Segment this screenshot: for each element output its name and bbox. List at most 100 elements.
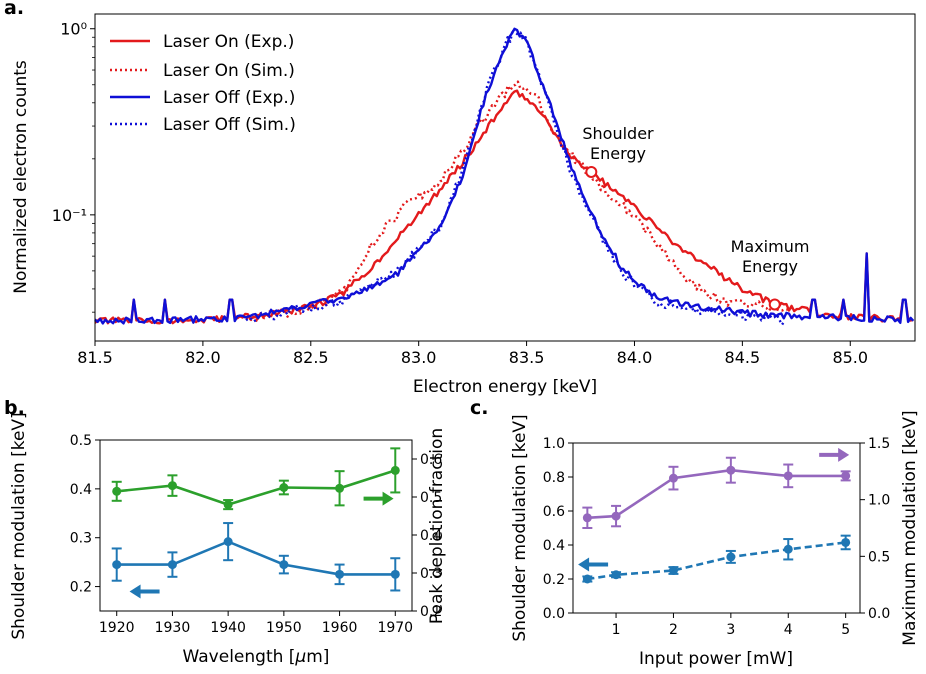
- series-line-peak-depletion-fraction: [116, 469, 396, 506]
- x-tick-label: 85.0: [832, 348, 868, 367]
- y-left-tick-label: 0.0: [543, 606, 565, 622]
- annotation-maximum-line2: Energy: [742, 257, 798, 276]
- panel-a-frame: [94, 13, 916, 342]
- data-point: [611, 570, 621, 580]
- series-line-shoulder-modulation: [116, 540, 396, 576]
- panel-a-x-label: Electron energy [keV]: [413, 377, 597, 397]
- x-tick-label: 1940: [210, 620, 246, 636]
- x-tick-label: 2: [669, 622, 678, 638]
- data-point: [841, 537, 851, 547]
- annotation-marker-1: [768, 298, 781, 311]
- data-point: [668, 473, 678, 483]
- x-tick-label: 1950: [266, 620, 302, 636]
- series-line-laser-off-exp: [94, 27, 915, 325]
- x-tick-label: 1970: [377, 620, 413, 636]
- data-point: [582, 574, 592, 584]
- y-left-tick-label: 0.5: [70, 433, 92, 449]
- x-tick-label: 84.5: [725, 348, 761, 367]
- axis-arrowhead-right: [838, 447, 850, 462]
- annotation-marker-0: [585, 165, 598, 178]
- panel-b-ticks: 1920 1930 1940 1950 1960 1970 0.2 0.3 0.4 0.5 0.2 0…: [70, 433, 443, 636]
- data-point: [611, 511, 621, 521]
- panel-c-x-label: Input power [mW]: [639, 649, 793, 669]
- panel-c: c. 1 2 3 4 5 0.0 0.2 0.4 0.6 0.8 1.0 0.0 0.5 1.0 1.5 I…: [470, 397, 920, 669]
- panel-a-letter: a.: [4, 0, 24, 19]
- y-left-tick-label: 0.4: [543, 538, 565, 554]
- panel-c-letter: c.: [470, 397, 488, 419]
- panel-c-plot: [578, 447, 851, 584]
- y-left-tick-label: 0.6: [543, 504, 565, 520]
- y-left-tick-label: 1.0: [543, 436, 565, 452]
- x-tick-label: 84.0: [617, 348, 653, 367]
- y-right-tick-label: 0.2: [420, 604, 442, 620]
- panel-c-y-label-left: Shoulder modulation [keV]: [510, 414, 530, 641]
- data-point: [726, 552, 736, 562]
- y-tick-label: 10⁻¹: [52, 206, 87, 225]
- legend-label-laser-on-sim: Laser On (Sim.): [163, 61, 295, 81]
- axis-arrowhead-right: [382, 491, 394, 506]
- y-left-tick-label: 0.2: [70, 580, 92, 596]
- x-tick-label: 81.5: [77, 348, 113, 367]
- panel-c-y-label-right: Maximum modulation [keV]: [900, 410, 920, 645]
- panel-a-y-label: Normalized electron counts: [11, 60, 31, 294]
- data-point: [335, 569, 345, 579]
- y-right-tick-label: 0.6: [420, 452, 442, 468]
- annotation-shoulder-line1: Shoulder: [582, 124, 654, 143]
- data-point: [841, 471, 851, 481]
- panel-b-plot: [111, 447, 401, 599]
- data-point: [335, 483, 345, 493]
- annotation-shoulder-line2: Energy: [590, 144, 646, 163]
- legend-label-laser-off-sim: Laser Off (Sim.): [163, 115, 296, 135]
- data-point: [390, 465, 400, 475]
- legend-label-laser-off-exp: Laser Off (Exp.): [163, 88, 295, 108]
- y-right-tick-label: 1.5: [868, 436, 890, 452]
- data-point: [223, 537, 233, 547]
- panel-a-y-ticks: 10⁻¹ 10⁰: [52, 20, 95, 313]
- y-right-tick-label: 0.3: [420, 566, 442, 582]
- x-tick-label: 82.0: [185, 348, 221, 367]
- y-left-tick-label: 0.8: [543, 470, 565, 486]
- y-right-tick-label: 1.0: [868, 493, 890, 509]
- data-point: [390, 569, 400, 579]
- series-line-laser-on-sim: [245, 80, 796, 322]
- panel-c-ticks: 1 2 3 4 5 0.0 0.2 0.4 0.6 0.8 1.0 0.0 0.5 1.0 1.5: [543, 436, 891, 638]
- x-tick-label: 5: [841, 622, 850, 638]
- data-point: [279, 483, 289, 492]
- axis-arrowhead-left: [129, 584, 141, 599]
- data-point: [582, 513, 592, 523]
- series-line-laser-off-sim: [245, 28, 786, 326]
- x-tick-label: 83.5: [509, 348, 545, 367]
- x-tick-label: 1: [612, 622, 621, 638]
- panel-b-frame: [99, 439, 413, 612]
- x-tick-label: 82.5: [293, 348, 329, 367]
- axis-arrowhead-left: [578, 557, 590, 572]
- x-tick-label: 1930: [155, 620, 191, 636]
- y-right-tick-label: 0.5: [420, 490, 442, 506]
- data-point: [279, 560, 289, 570]
- legend-label-laser-on-exp: Laser On (Exp.): [163, 32, 294, 52]
- y-right-tick-label: 0.4: [420, 528, 442, 544]
- data-point: [112, 486, 122, 496]
- panel-b-y-label-left: Shoulder modulation [keV]: [9, 412, 29, 639]
- data-point: [167, 481, 177, 491]
- panel-a-legend: Laser On (Exp.) Laser On (Sim.) Laser Of…: [110, 32, 296, 135]
- y-right-tick-label: 0.0: [868, 606, 890, 622]
- panel-b-x-label: Wavelength [μm]: [183, 647, 330, 667]
- panel-b-letter: b.: [4, 397, 25, 419]
- x-tick-label: 1960: [322, 620, 358, 636]
- panel-a: a. 81.5 82.0 82.5 83.0 83.5 84.0 84.5 85.0 10⁻¹…: [4, 0, 916, 397]
- y-left-tick-label: 0.2: [543, 572, 565, 588]
- series-line-shoulder-modulation: [587, 541, 846, 581]
- x-tick-label: 1920: [99, 620, 135, 636]
- x-tick-label: 3: [726, 622, 735, 638]
- series-line-maximum-modulation: [587, 468, 846, 520]
- data-point: [112, 560, 122, 570]
- x-tick-label: 83.0: [401, 348, 437, 367]
- panel-a-x-ticks: 81.5 82.0 82.5 83.0 83.5 84.0 84.5 85.0: [77, 341, 868, 367]
- panel-b-y-label-right: Peak depletion fraction: [427, 428, 447, 624]
- y-right-tick-label: 0.5: [868, 549, 890, 565]
- panel-b: b. 1920 1930 1940 1950 1960 1970 0.2 0.3 0.4 0.5 0…: [4, 397, 447, 667]
- data-point: [668, 566, 678, 575]
- data-point: [783, 471, 793, 481]
- data-point: [167, 560, 177, 570]
